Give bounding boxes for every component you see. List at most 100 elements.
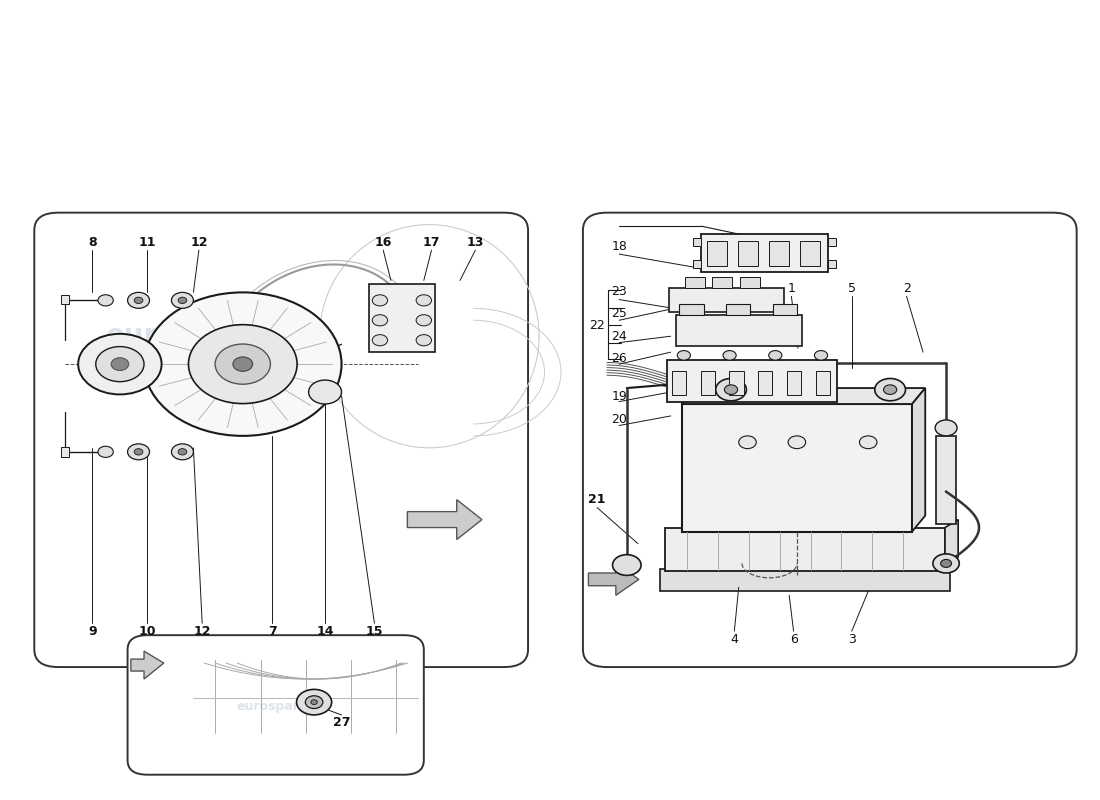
Bar <box>815 371 829 395</box>
Circle shape <box>788 436 805 449</box>
Text: 4: 4 <box>730 633 738 646</box>
Bar <box>786 371 801 395</box>
Polygon shape <box>945 519 958 571</box>
Text: 27: 27 <box>333 716 350 730</box>
Bar <box>672 371 686 395</box>
Circle shape <box>716 378 747 401</box>
Circle shape <box>725 385 738 394</box>
Text: 15: 15 <box>365 625 383 638</box>
Polygon shape <box>407 500 482 539</box>
Polygon shape <box>588 563 639 595</box>
Circle shape <box>739 436 757 449</box>
Bar <box>772 304 796 315</box>
Bar <box>701 371 715 395</box>
Text: 21: 21 <box>588 493 606 506</box>
Circle shape <box>372 314 387 326</box>
Text: 19: 19 <box>612 390 627 402</box>
Text: 10: 10 <box>139 625 156 638</box>
Bar <box>758 371 772 395</box>
Text: eurospares: eurospares <box>106 322 282 350</box>
Circle shape <box>98 446 113 458</box>
Bar <box>740 278 760 288</box>
Bar <box>60 447 69 457</box>
Text: 5: 5 <box>848 282 856 295</box>
Circle shape <box>172 444 194 460</box>
Bar <box>713 278 733 288</box>
Bar <box>769 241 789 266</box>
Circle shape <box>297 690 332 715</box>
Text: 14: 14 <box>317 625 333 638</box>
Bar <box>936 436 956 523</box>
Circle shape <box>416 294 431 306</box>
Circle shape <box>814 350 827 360</box>
Circle shape <box>416 314 431 326</box>
Bar <box>738 241 758 266</box>
Polygon shape <box>131 651 164 679</box>
Circle shape <box>935 420 957 436</box>
Circle shape <box>613 554 641 575</box>
Bar <box>668 360 837 402</box>
Bar <box>827 261 836 269</box>
Circle shape <box>769 350 782 360</box>
Bar <box>693 261 702 269</box>
Text: 25: 25 <box>612 307 627 321</box>
Text: 13: 13 <box>466 236 484 249</box>
Circle shape <box>372 334 387 346</box>
Bar <box>800 241 820 266</box>
Circle shape <box>128 292 150 308</box>
Bar <box>666 527 945 571</box>
Text: 7: 7 <box>268 625 277 638</box>
Circle shape <box>309 380 341 404</box>
Bar <box>702 234 827 273</box>
Circle shape <box>216 344 271 384</box>
Circle shape <box>188 325 297 403</box>
Bar <box>680 304 704 315</box>
Circle shape <box>111 358 129 370</box>
Bar <box>368 285 434 352</box>
Circle shape <box>98 294 113 306</box>
Text: 20: 20 <box>612 414 627 426</box>
Text: 17: 17 <box>422 236 440 249</box>
FancyBboxPatch shape <box>583 213 1077 667</box>
FancyBboxPatch shape <box>34 213 528 667</box>
Circle shape <box>723 350 736 360</box>
Bar <box>682 404 912 531</box>
Circle shape <box>372 294 387 306</box>
Circle shape <box>178 297 187 303</box>
Text: 22: 22 <box>590 318 605 331</box>
Circle shape <box>678 350 691 360</box>
Text: 12: 12 <box>190 236 208 249</box>
Bar <box>669 288 783 312</box>
Text: 11: 11 <box>139 236 156 249</box>
Circle shape <box>96 346 144 382</box>
Text: 24: 24 <box>612 330 627 342</box>
Text: 12: 12 <box>194 625 211 638</box>
Circle shape <box>311 700 318 705</box>
Circle shape <box>874 378 905 401</box>
Circle shape <box>134 297 143 303</box>
Text: 8: 8 <box>88 236 97 249</box>
Bar <box>729 371 744 395</box>
Circle shape <box>178 449 187 455</box>
Circle shape <box>416 334 431 346</box>
Bar <box>685 278 705 288</box>
Circle shape <box>172 292 194 308</box>
Circle shape <box>134 449 143 455</box>
Bar <box>676 315 802 346</box>
Text: 18: 18 <box>612 240 627 253</box>
Text: 1: 1 <box>788 282 795 295</box>
Bar <box>726 304 750 315</box>
Bar <box>60 294 69 304</box>
Text: eurospares: eurospares <box>704 458 879 486</box>
Bar <box>693 238 702 246</box>
Circle shape <box>128 444 150 460</box>
Text: eurospares: eurospares <box>236 701 315 714</box>
Text: 6: 6 <box>790 633 798 646</box>
Text: 9: 9 <box>88 625 97 638</box>
Circle shape <box>883 385 896 394</box>
Text: 16: 16 <box>374 236 392 249</box>
Circle shape <box>306 696 323 709</box>
Circle shape <box>940 559 952 567</box>
Text: 3: 3 <box>848 633 856 646</box>
Circle shape <box>78 334 162 394</box>
